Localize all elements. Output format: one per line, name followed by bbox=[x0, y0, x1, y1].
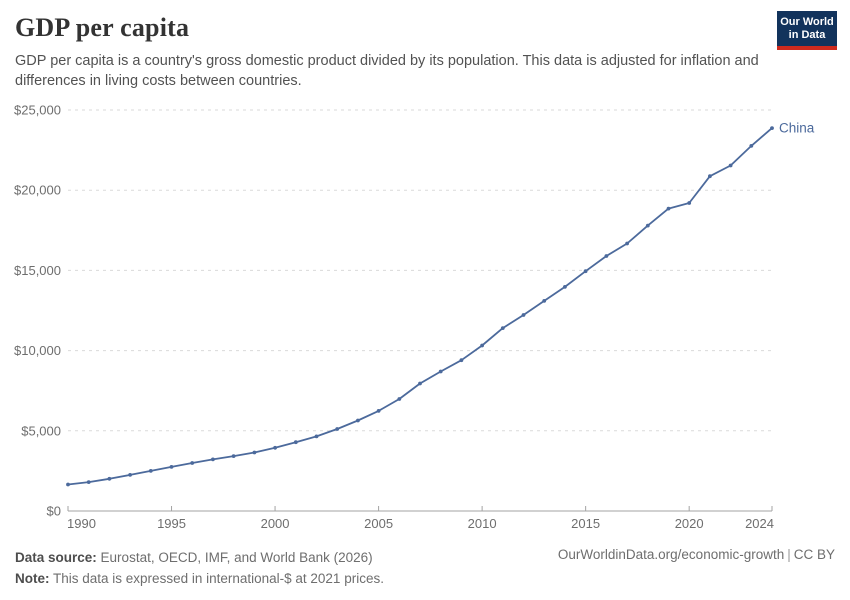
data-point bbox=[728, 163, 733, 168]
x-axis-tick-label: 2020 bbox=[675, 516, 704, 531]
data-point bbox=[356, 418, 360, 423]
data-point bbox=[583, 269, 588, 274]
data-point bbox=[335, 427, 340, 431]
data-point bbox=[148, 469, 153, 473]
data-point bbox=[273, 445, 277, 450]
entity-label: China bbox=[779, 121, 815, 136]
data-source-row: Data source: Eurostat, OECD, IMF, and Wo… bbox=[15, 547, 384, 568]
data-source-value: Eurostat, OECD, IMF, and World Bank (202… bbox=[100, 550, 373, 565]
x-axis-tick-label: 1995 bbox=[157, 516, 186, 531]
license-badge: CC BY bbox=[793, 547, 835, 562]
data-point bbox=[459, 358, 464, 363]
chart-subtitle: GDP per capita is a country's gross dome… bbox=[15, 53, 759, 89]
data-point bbox=[107, 476, 112, 481]
data-point bbox=[211, 457, 215, 462]
y-axis-tick-label: $5,000 bbox=[21, 423, 61, 438]
owid-logo-line2: in Data bbox=[788, 29, 826, 41]
x-axis-tick-label: 1990 bbox=[67, 516, 96, 531]
data-point bbox=[687, 201, 692, 205]
data-point bbox=[708, 174, 712, 179]
data-point bbox=[231, 454, 236, 458]
owid-logo: Our World in Data bbox=[777, 11, 837, 50]
data-point bbox=[418, 381, 422, 386]
data-point bbox=[397, 397, 402, 401]
attribution-link[interactable]: OurWorldinData.org/economic-growth bbox=[557, 547, 785, 562]
data-point bbox=[169, 465, 174, 469]
data-point bbox=[314, 434, 319, 439]
data-point bbox=[293, 440, 298, 445]
x-axis-tick-label: 2010 bbox=[468, 516, 497, 531]
data-point bbox=[645, 223, 650, 228]
owid-logo-line1: Our World bbox=[780, 16, 834, 28]
data-point bbox=[128, 473, 133, 477]
data-point bbox=[749, 144, 754, 148]
y-axis-tick-label: $0 bbox=[47, 504, 61, 519]
y-axis-tick-label: $15,000 bbox=[14, 263, 61, 278]
data-point bbox=[770, 126, 774, 130]
page-title: GDP per capita bbox=[15, 13, 190, 42]
note-label: Note: bbox=[15, 571, 50, 586]
note-row: Note: This data is expressed in internat… bbox=[15, 568, 384, 589]
data-point bbox=[190, 461, 195, 465]
chart-footer: Data source: Eurostat, OECD, IMF, and Wo… bbox=[15, 547, 384, 589]
x-axis-tick-label: 2005 bbox=[364, 516, 393, 531]
x-axis-tick-label: 2015 bbox=[571, 516, 600, 531]
data-point bbox=[438, 369, 443, 374]
data-point bbox=[666, 206, 671, 211]
attribution: OurWorldinData.org/economic-growth | CC BY bbox=[558, 547, 835, 562]
y-axis-tick-label: $25,000 bbox=[14, 103, 61, 118]
data-point bbox=[66, 482, 70, 487]
x-axis-tick-label: 2024 bbox=[745, 516, 774, 531]
data-point bbox=[252, 450, 257, 455]
data-point bbox=[376, 409, 381, 413]
data-point bbox=[604, 254, 609, 258]
data-source-label: Data source: bbox=[15, 550, 97, 565]
y-axis-tick-label: $10,000 bbox=[14, 343, 61, 358]
note-value: This data is expressed in international-… bbox=[53, 571, 384, 586]
data-point bbox=[86, 480, 91, 484]
data-point bbox=[521, 313, 526, 317]
data-point bbox=[563, 285, 567, 289]
x-axis-tick-label: 2000 bbox=[261, 516, 290, 531]
attribution-separator: | bbox=[787, 547, 791, 562]
data-point bbox=[542, 299, 547, 303]
data-point bbox=[500, 326, 505, 330]
data-point bbox=[480, 343, 484, 348]
data-point bbox=[625, 241, 629, 246]
y-axis-tick-label: $20,000 bbox=[14, 183, 61, 198]
